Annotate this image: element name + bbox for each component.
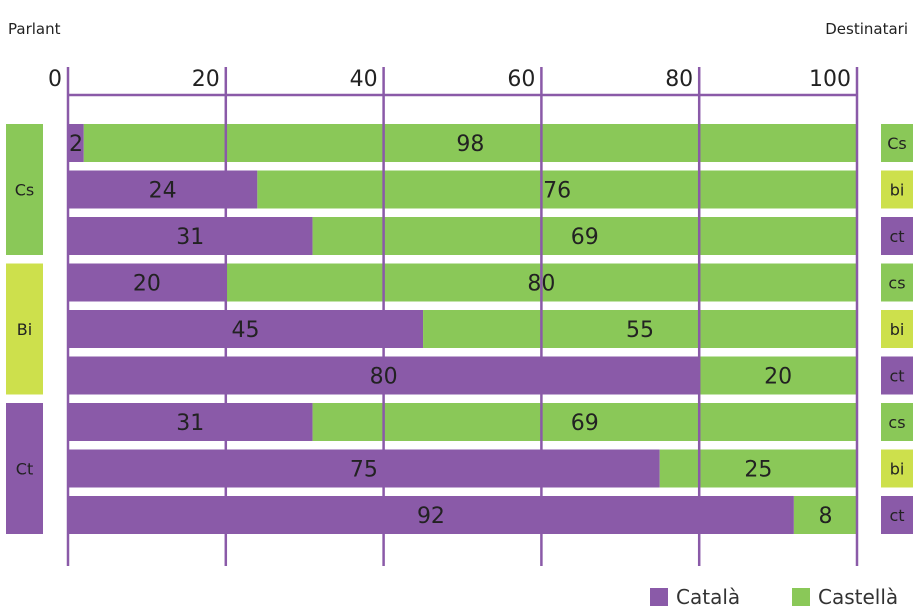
recipient-label-6: ct: [889, 367, 904, 386]
bar-castella-8: [659, 449, 857, 488]
legend-item-castella: Castellà: [792, 585, 898, 609]
recipient-box-2: [881, 170, 913, 209]
speaker-group-label-bi: Bi: [17, 320, 32, 339]
bar-castella-5: [423, 310, 857, 348]
data-label-castella-3: 69: [571, 225, 599, 250]
data-label-castella-5: 55: [626, 318, 654, 343]
speaker-group-bi: [6, 263, 43, 395]
bar-catala-3: [68, 217, 313, 255]
x-tick-label-20: 20: [192, 67, 220, 92]
recipient-label-8: bi: [890, 460, 905, 479]
bar-castella-1: [83, 124, 857, 162]
data-label-castella-1: 98: [456, 132, 484, 157]
speaker-group-label-ct: Ct: [16, 460, 33, 479]
bar-castella-9: [793, 496, 857, 534]
legend-label-castella: Castellà: [818, 585, 899, 609]
recipient-label-4: cs: [888, 274, 905, 293]
data-label-catala-9: 92: [417, 504, 445, 529]
recipient-box-6: [881, 356, 913, 395]
recipient-label-3: ct: [889, 227, 904, 246]
recipient-box-1: [881, 124, 913, 162]
recipient-box-9: [881, 496, 913, 534]
data-label-catala-4: 20: [133, 272, 161, 297]
x-tick-label-0: 0: [48, 67, 62, 92]
legend-item-catala: Català: [650, 585, 740, 609]
legend-swatch-castella: [792, 588, 810, 606]
data-label-castella-2: 76: [543, 179, 571, 204]
data-label-castella-7: 69: [571, 411, 599, 436]
data-label-castella-9: 8: [818, 504, 832, 529]
x-tick-label-100: 100: [809, 67, 851, 92]
data-label-catala-3: 31: [176, 225, 204, 250]
x-tick-label-40: 40: [350, 67, 378, 92]
speaker-axis-title: Parlant: [8, 20, 61, 38]
recipient-label-1: Cs: [887, 134, 907, 153]
recipient-box-7: [881, 403, 913, 441]
bar-castella-2: [257, 170, 857, 209]
data-label-castella-6: 20: [764, 365, 792, 390]
x-tick-label-80: 80: [665, 67, 693, 92]
legend-label-catala: Català: [676, 585, 741, 609]
data-label-catala-7: 31: [176, 411, 204, 436]
data-label-castella-8: 25: [744, 458, 772, 483]
speaker-group-ct: [6, 403, 43, 534]
x-tick-label-60: 60: [507, 67, 535, 92]
recipient-axis-title: Destinatari: [825, 20, 908, 38]
recipient-box-8: [881, 449, 913, 488]
recipient-box-3: [881, 217, 913, 255]
data-label-catala-1: 2: [69, 132, 83, 157]
bar-catala-9: [68, 496, 794, 534]
legend-swatch-catala: [650, 588, 668, 606]
bar-castella-6: [699, 356, 857, 395]
recipient-label-5: bi: [890, 320, 905, 339]
data-label-catala-5: 45: [232, 318, 260, 343]
recipient-label-2: bi: [890, 181, 905, 200]
bar-catala-8: [68, 449, 660, 488]
recipient-label-9: ct: [889, 506, 904, 525]
recipient-box-4: [881, 263, 913, 302]
bar-castella-7: [312, 403, 858, 441]
data-label-catala-2: 24: [149, 179, 177, 204]
recipient-box-5: [881, 310, 913, 348]
bar-catala-1: [68, 124, 84, 162]
bar-castella-3: [312, 217, 858, 255]
bar-catala-5: [68, 310, 424, 348]
recipient-label-7: cs: [888, 413, 905, 432]
bar-catala-4: [68, 263, 226, 302]
bar-catala-7: [68, 403, 313, 441]
speaker-group-label-cs: Cs: [15, 181, 35, 200]
data-label-catala-8: 75: [350, 458, 378, 483]
speaker-group-cs: [6, 124, 43, 255]
